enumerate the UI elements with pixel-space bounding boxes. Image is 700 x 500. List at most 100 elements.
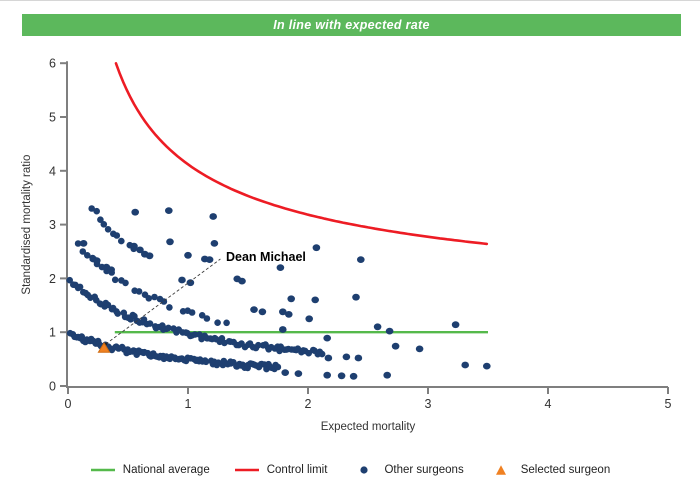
other-surgeon-point[interactable]	[203, 315, 211, 322]
other-surgeon-point[interactable]	[145, 252, 154, 260]
other-surgeon-point[interactable]	[107, 266, 115, 274]
other-surgeon-point[interactable]	[184, 251, 192, 259]
legend-label: National average	[122, 464, 210, 476]
other-surgeon-point[interactable]	[323, 371, 332, 379]
other-surgeon-point[interactable]	[114, 310, 121, 317]
other-surgeon-point[interactable]	[130, 242, 138, 250]
other-surgeon-point[interactable]	[146, 320, 154, 327]
other-surgeon-point[interactable]	[165, 207, 173, 215]
other-surgeon-point[interactable]	[279, 326, 287, 333]
other-surgeon-point[interactable]	[104, 301, 112, 309]
other-surgeon-point[interactable]	[318, 350, 326, 358]
control-limit-line	[114, 62, 489, 246]
other-surgeon-point[interactable]	[285, 311, 293, 318]
other-surgeon-point[interactable]	[118, 237, 125, 245]
other-surgeon-point[interactable]	[461, 361, 470, 369]
other-surgeon-point[interactable]	[88, 205, 95, 212]
other-surgeon-point[interactable]	[451, 321, 460, 329]
other-surgeon-point[interactable]	[191, 331, 199, 338]
other-surgeon-point[interactable]	[145, 295, 153, 302]
other-surgeon-point[interactable]	[111, 276, 119, 284]
other-surgeon-point[interactable]	[483, 362, 491, 370]
other-surgeon-point[interactable]	[122, 279, 129, 287]
other-surgeon-point[interactable]	[74, 240, 82, 247]
other-surgeon-point[interactable]	[188, 309, 196, 316]
other-surgeon-point[interactable]	[349, 372, 358, 380]
other-surgeon-point[interactable]	[238, 277, 246, 285]
other-surgeon-point[interactable]	[415, 345, 424, 353]
other-surgeon-point[interactable]	[391, 342, 400, 350]
legend-item-national-average: National average	[90, 464, 210, 476]
other-surgeon-point[interactable]	[276, 264, 285, 271]
other-surgeon-point[interactable]	[373, 323, 382, 331]
other-surgeon-point[interactable]	[312, 244, 321, 252]
other-surgeon-point[interactable]	[76, 283, 84, 291]
other-surgeon-point[interactable]	[209, 213, 217, 220]
other-surgeon-point[interactable]	[342, 353, 351, 361]
other-surgeon-point[interactable]	[113, 232, 121, 239]
other-surgeon-point[interactable]	[93, 257, 101, 264]
legend-line-icon	[234, 468, 259, 472]
y-tick-label: 5	[49, 111, 56, 125]
other-surgeon-point[interactable]	[186, 279, 195, 287]
other-surgeon-point[interactable]	[287, 295, 296, 303]
other-surgeon-point[interactable]	[279, 308, 287, 316]
other-surgeon-point[interactable]	[281, 369, 290, 376]
other-surgeon-point[interactable]	[210, 240, 219, 247]
axes: 0 1 2 3 4 5 6 0 1 2 3 4 5 Expected mortality Standardi…	[21, 57, 672, 433]
other-surgeon-point[interactable]	[100, 221, 108, 228]
other-surgeon-point[interactable]	[214, 319, 221, 327]
legend-item-control-limit: Control limit	[234, 464, 327, 476]
other-surgeon-point[interactable]	[104, 226, 112, 233]
other-surgeon-point[interactable]	[274, 363, 282, 371]
y-tick-label: 1	[49, 326, 56, 340]
other-surgeon-point[interactable]	[131, 208, 139, 216]
y-axis-title: Standardised mortality ratio	[21, 155, 33, 295]
x-tick-label: 2	[305, 397, 312, 411]
y-tick-label: 0	[49, 380, 56, 394]
other-surgeon-point[interactable]	[93, 207, 100, 215]
other-surgeon-point[interactable]	[135, 288, 143, 295]
other-surgeon-point[interactable]	[323, 334, 332, 342]
page-top-rule	[0, 0, 700, 1]
other-surgeon-point[interactable]	[385, 327, 394, 335]
annotation-label: Dean Michael	[226, 250, 306, 264]
other-surgeon-point[interactable]	[84, 252, 91, 259]
legend-item-selected-surgeon: Selected surgeon	[488, 464, 610, 476]
other-surgeon-point[interactable]	[202, 358, 210, 366]
other-surgeon-point[interactable]	[79, 248, 87, 255]
other-surgeon-point[interactable]	[223, 319, 230, 327]
other-surgeon-point[interactable]	[383, 371, 392, 379]
other-surgeon-point[interactable]	[254, 341, 262, 349]
other-surgeon-point[interactable]	[165, 324, 172, 332]
y-tick-label: 4	[49, 164, 56, 178]
status-banner: In line with expected rate	[22, 14, 681, 36]
other-surgeon-point[interactable]	[198, 312, 206, 319]
other-surgeon-point[interactable]	[79, 240, 88, 247]
other-surgeon-point[interactable]	[305, 315, 314, 323]
other-surgeon-point[interactable]	[136, 246, 144, 254]
other-surgeon-point[interactable]	[352, 293, 360, 301]
other-surgeon-point[interactable]	[324, 354, 333, 362]
other-surgeon-point[interactable]	[166, 238, 174, 246]
selected-surgeon-marker[interactable]	[97, 342, 111, 353]
y-tick-label: 3	[49, 218, 56, 232]
other-surgeon-point[interactable]	[250, 306, 258, 313]
other-surgeon-point[interactable]	[354, 354, 363, 362]
x-tick-label: 1	[185, 397, 192, 411]
other-surgeon-point[interactable]	[294, 370, 303, 377]
other-surgeon-point[interactable]	[97, 216, 104, 223]
other-surgeon-point[interactable]	[311, 296, 320, 304]
y-tick-label: 6	[49, 57, 56, 71]
other-surgeon-point[interactable]	[205, 256, 214, 263]
other-surgeon-point[interactable]	[357, 256, 365, 263]
legend-line-icon	[90, 468, 115, 472]
other-surgeons-points	[66, 205, 491, 380]
other-surgeon-point[interactable]	[337, 372, 346, 380]
x-tick-label: 5	[665, 397, 672, 411]
other-surgeon-point[interactable]	[66, 276, 73, 284]
other-surgeon-point[interactable]	[178, 276, 186, 284]
other-surgeon-point[interactable]	[151, 293, 158, 301]
other-surgeon-point[interactable]	[166, 304, 173, 311]
other-surgeon-point[interactable]	[258, 308, 267, 316]
